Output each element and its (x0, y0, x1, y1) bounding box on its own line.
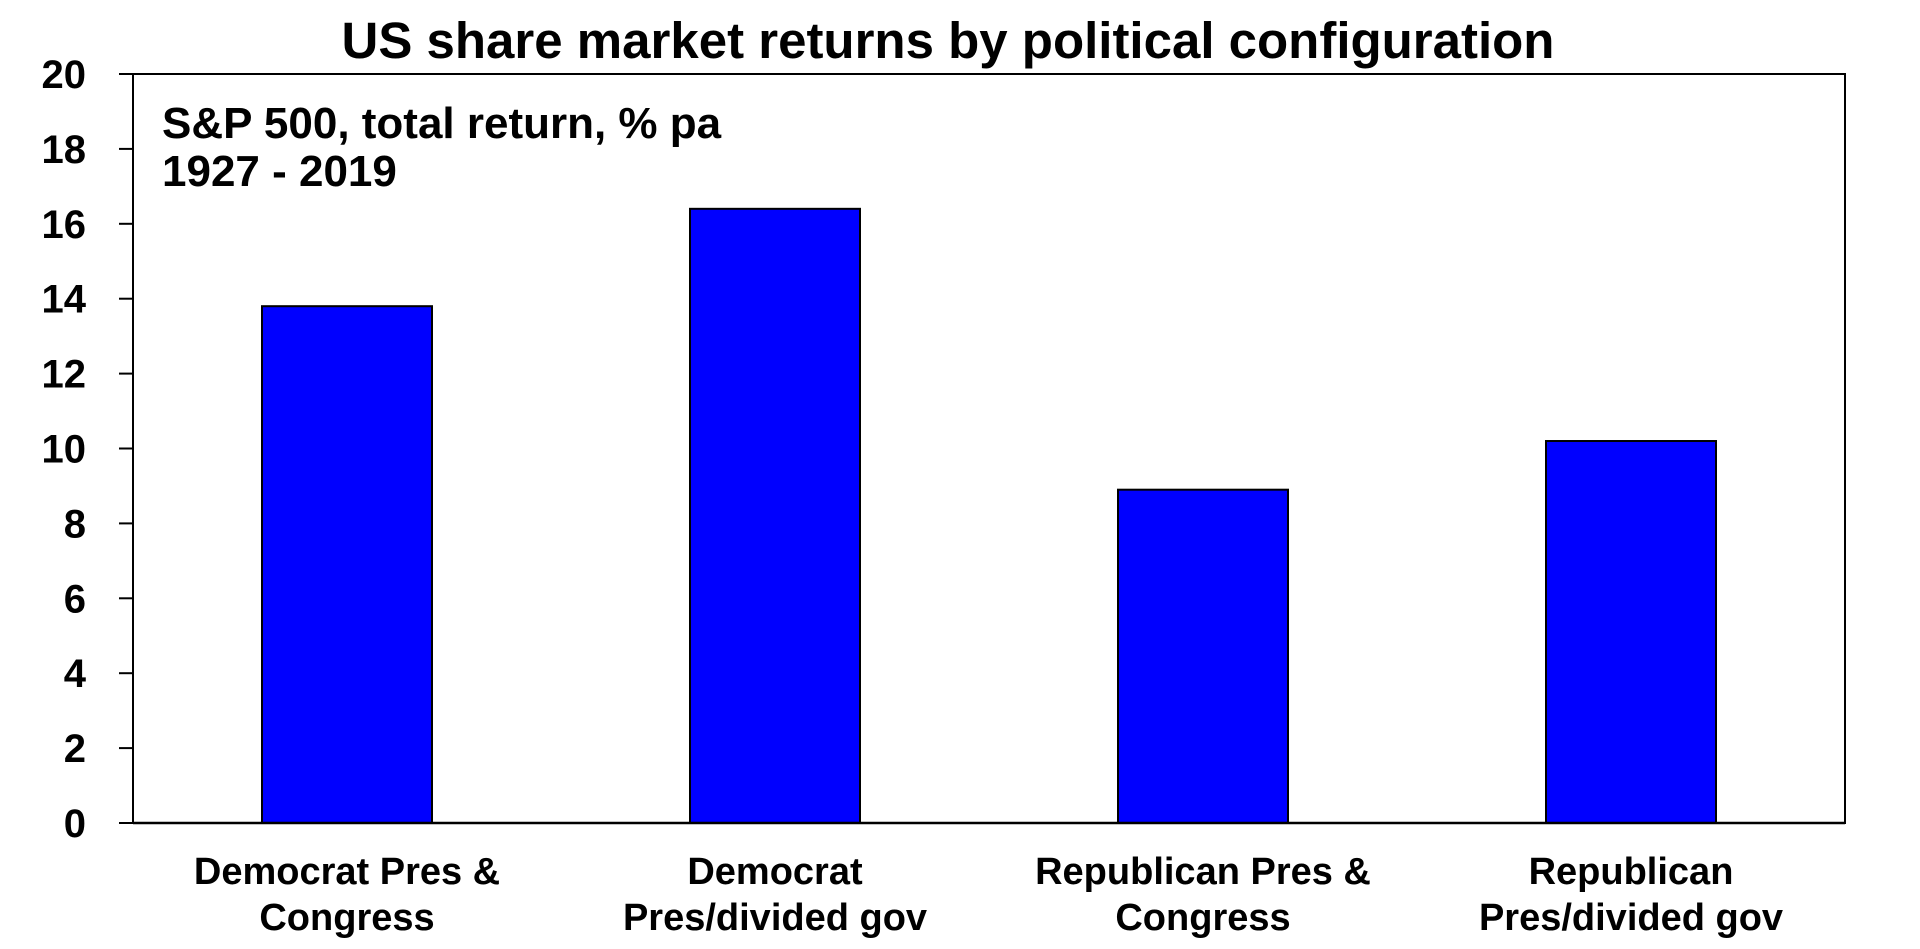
y-tick-label: 2 (64, 727, 86, 771)
y-axis: 0 2 4 6 8 10 12 14 16 18 20 (42, 53, 134, 846)
x-tick-label: Congress (1115, 897, 1290, 939)
x-tick-label: Republican Pres & (1035, 851, 1371, 893)
x-tick-label: Democrat Pres & (194, 851, 500, 893)
x-tick-label: Congress (259, 897, 434, 939)
y-tick-label: 20 (42, 53, 87, 97)
y-tick-label: 4 (64, 652, 87, 696)
y-tick-label: 0 (64, 802, 86, 846)
bars-layer (261, 207, 1717, 824)
y-tick-label: 8 (64, 502, 86, 546)
x-tick-label: Pres/divided gov (623, 897, 927, 939)
bar-2 (689, 207, 861, 824)
x-tick-label: Democrat (687, 851, 863, 893)
annotation-line-1: S&P 500, total return, % pa (162, 99, 722, 148)
y-tick-label: 18 (42, 128, 87, 172)
annotation-line-2: 1927 - 2019 (162, 147, 397, 196)
x-axis: Democrat Pres &CongressDemocratPres/divi… (133, 821, 1845, 939)
bar-3 (1117, 488, 1289, 824)
x-tick-label: Pres/divided gov (1479, 897, 1783, 939)
y-tick-label: 6 (64, 577, 86, 621)
annotation-box: S&P 500, total return, % pa 1927 - 2019 (162, 99, 722, 196)
y-tick-label: 16 (42, 203, 87, 247)
x-tick-label: Republican (1529, 851, 1734, 893)
y-tick-label: 14 (42, 278, 87, 322)
y-tick-label: 10 (42, 428, 87, 472)
bar-1 (261, 305, 433, 824)
chart-title: US share market returns by political con… (342, 12, 1555, 69)
bar-4 (1545, 440, 1717, 824)
y-tick-label: 12 (42, 353, 87, 397)
